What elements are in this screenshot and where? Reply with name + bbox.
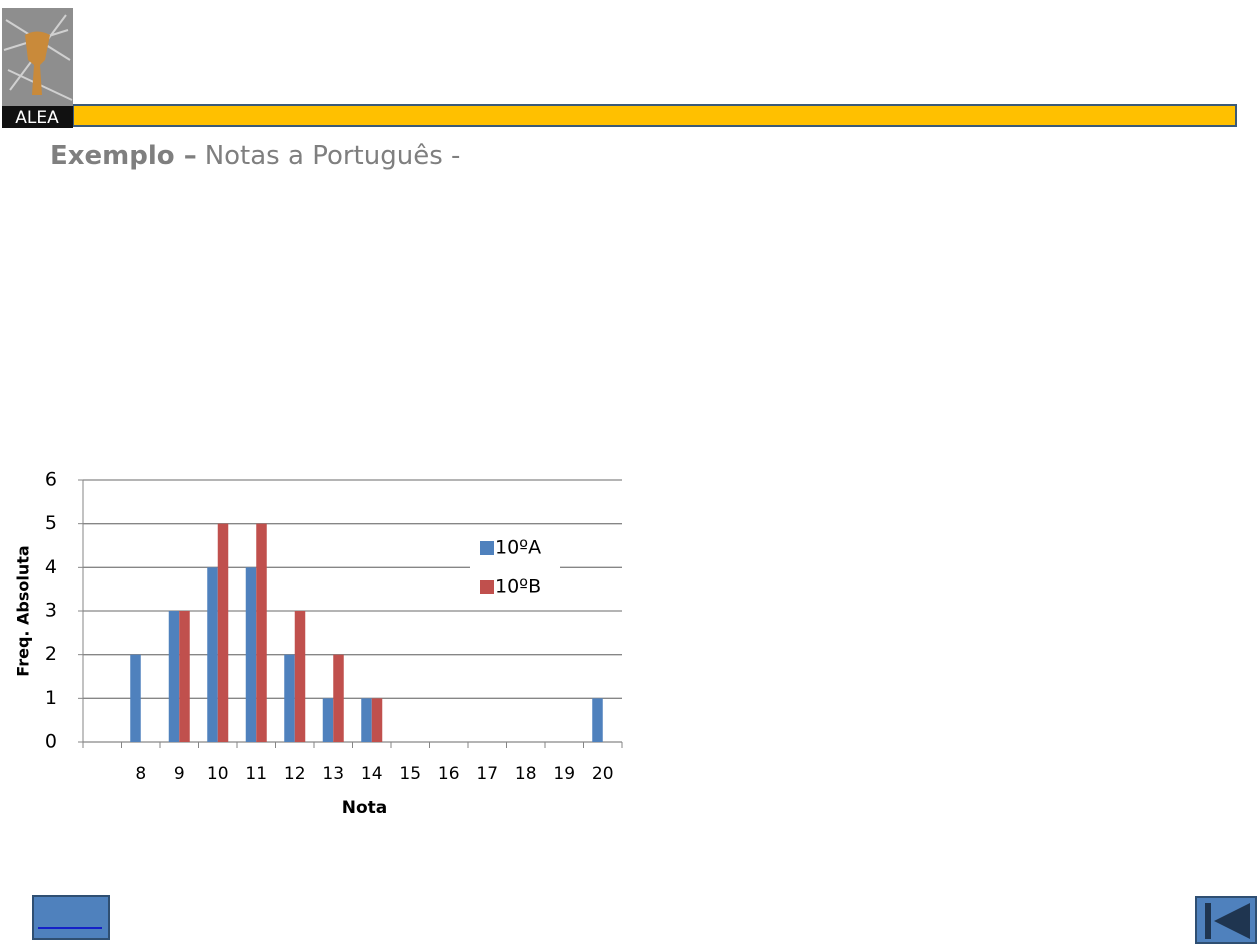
legend-label: 10ºB	[495, 576, 541, 598]
x-tick-label: 17	[476, 764, 498, 784]
x-tick-label: 19	[553, 764, 575, 784]
bar	[592, 698, 603, 742]
x-tick-label: 9	[174, 764, 185, 784]
x-tick-label: 13	[322, 764, 344, 784]
bar	[256, 523, 267, 742]
x-tick-label: 15	[399, 764, 421, 784]
bar	[245, 567, 257, 742]
y-axis-label: Freq. Absoluta	[14, 545, 33, 676]
bar	[361, 698, 372, 742]
x-tick-label: 8	[135, 764, 146, 784]
bar	[371, 698, 383, 742]
legend-swatch	[480, 580, 494, 594]
slide-title: Exemplo – Notas a Português -	[50, 141, 460, 171]
y-tick-label: 6	[45, 469, 57, 491]
bar	[217, 523, 229, 742]
x-tick-label: 14	[361, 764, 383, 784]
x-axis-label: Nota	[342, 798, 388, 818]
x-tick-label: 12	[284, 764, 306, 784]
bar	[179, 611, 190, 742]
bar	[322, 698, 334, 742]
y-tick-label: 3	[45, 600, 57, 622]
y-tick-label: 2	[45, 643, 57, 665]
header-bar	[72, 104, 1237, 127]
legend-label: 10ºA	[495, 537, 541, 559]
y-tick-label: 4	[45, 556, 57, 578]
bar	[294, 611, 306, 742]
y-tick-label: 5	[45, 512, 57, 534]
legend-swatch	[480, 541, 494, 555]
bar	[284, 654, 295, 742]
x-tick-label: 16	[438, 764, 460, 784]
x-tick-label: 18	[515, 764, 537, 784]
x-tick-label: 20	[592, 764, 614, 784]
title-rest: Notas a Português -	[205, 141, 461, 171]
y-tick-label: 1	[45, 687, 57, 709]
nav-button-left[interactable]	[32, 895, 110, 940]
nav-button-first[interactable]	[1195, 896, 1257, 944]
bar	[207, 567, 218, 742]
x-tick-label: 10	[207, 764, 229, 784]
y-tick-label: 0	[45, 731, 57, 753]
bar	[333, 654, 344, 742]
logo: ALEA	[2, 8, 73, 128]
logo-text: ALEA	[15, 108, 59, 128]
bar	[168, 611, 180, 742]
title-bold: Exemplo –	[50, 141, 197, 171]
x-tick-label: 11	[245, 764, 267, 784]
bar	[130, 654, 141, 742]
